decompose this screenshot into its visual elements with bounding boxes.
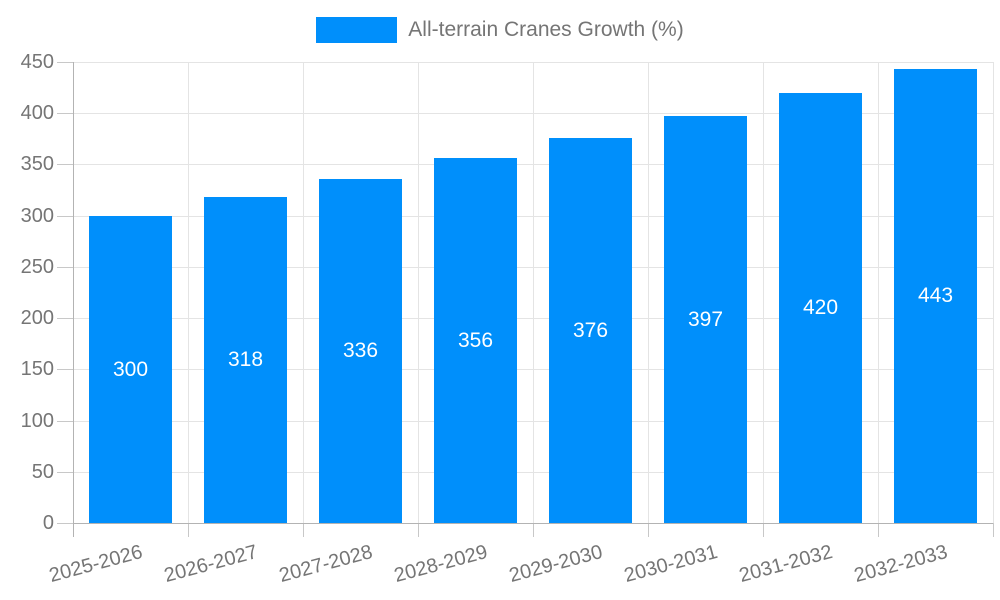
y-axis-tick: [57, 523, 73, 524]
x-axis-tick-label: 2025-2026: [46, 540, 145, 587]
x-axis-tick: [188, 523, 189, 537]
x-axis-tick-label: 2026-2027: [161, 540, 260, 587]
y-axis-tick: [57, 267, 73, 268]
gridline-vertical: [303, 62, 304, 523]
gridline-vertical: [648, 62, 649, 523]
gridline-vertical: [533, 62, 534, 523]
legend[interactable]: All-terrain Cranes Growth (%): [0, 17, 1000, 43]
y-axis-tick: [57, 472, 73, 473]
y-axis-tick-label: 0: [42, 512, 54, 534]
x-axis-tick: [993, 523, 994, 537]
y-axis-tick: [57, 318, 73, 319]
y-axis-tick: [57, 421, 73, 422]
y-axis-tick-label: 450: [20, 51, 54, 73]
x-axis-tick: [878, 523, 879, 537]
x-axis-tick: [763, 523, 764, 537]
x-axis-tick-label: 2030-2031: [621, 540, 720, 587]
gridline-vertical: [993, 62, 994, 523]
y-axis-tick-label: 200: [20, 307, 54, 329]
y-axis-tick: [57, 369, 73, 370]
bar-2025-2026[interactable]: [89, 216, 172, 523]
x-axis-tick-label: 2027-2028: [276, 540, 375, 587]
y-axis-tick: [57, 216, 73, 217]
x-axis-tick-label: 2029-2030: [506, 540, 605, 587]
gridline-vertical: [418, 62, 419, 523]
bar-2029-2030[interactable]: [549, 138, 632, 523]
bar-2031-2032[interactable]: [779, 93, 862, 523]
x-axis-tick-label: 2031-2032: [736, 540, 835, 587]
x-axis-tick: [648, 523, 649, 537]
y-axis-line: [73, 62, 74, 537]
y-axis-tick-label: 250: [20, 256, 54, 278]
y-axis-tick-label: 350: [20, 153, 54, 175]
x-axis-tick: [533, 523, 534, 537]
x-axis-tick-label: 2028-2029: [391, 540, 490, 587]
legend-label: All-terrain Cranes Growth (%): [408, 18, 684, 41]
bar-2027-2028[interactable]: [319, 179, 402, 523]
bar-2032-2033[interactable]: [894, 69, 977, 523]
y-axis-tick-label: 300: [20, 205, 54, 227]
legend-swatch-icon: [316, 17, 398, 43]
x-axis-tick: [418, 523, 419, 537]
y-axis-tick-label: 50: [31, 461, 54, 483]
y-axis-tick: [57, 164, 73, 165]
x-axis-line: [73, 523, 993, 524]
bar-2026-2027[interactable]: [204, 197, 287, 523]
bar-2030-2031[interactable]: [664, 116, 747, 523]
y-axis-tick-label: 400: [20, 102, 54, 124]
bar-2028-2029[interactable]: [434, 158, 517, 523]
y-axis-tick-label: 100: [20, 410, 54, 432]
y-axis-tick-label: 150: [20, 358, 54, 380]
gridline-vertical: [878, 62, 879, 523]
gridline-vertical: [188, 62, 189, 523]
y-axis-tick: [57, 113, 73, 114]
gridline-vertical: [763, 62, 764, 523]
x-axis-tick-label: 2032-2033: [851, 540, 950, 587]
y-axis-tick: [57, 62, 73, 63]
x-axis-tick: [303, 523, 304, 537]
